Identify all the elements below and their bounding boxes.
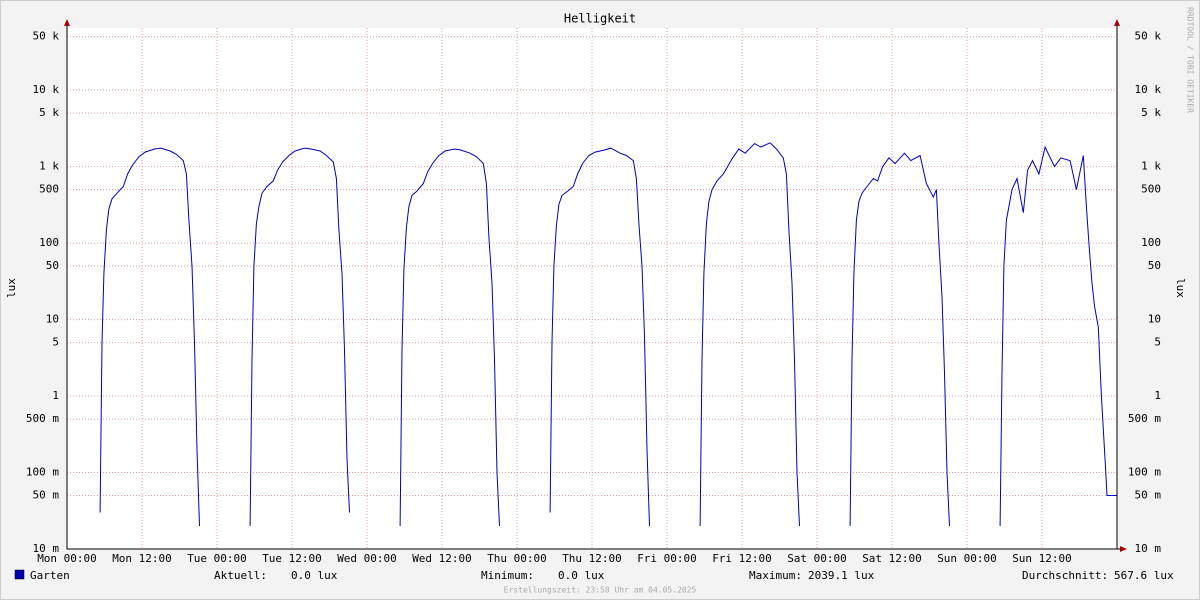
chart-title: Helligkeit bbox=[564, 12, 636, 26]
y-axis-label-right: lux bbox=[1174, 278, 1187, 298]
watermark: RRDTOOL / TOBI OETIKER bbox=[1186, 7, 1195, 113]
y-tick-label-right: 10 k bbox=[1135, 83, 1162, 96]
y-tick-label: 100 bbox=[39, 236, 59, 249]
x-tick-label: Sat 00:00 bbox=[787, 552, 847, 565]
legend-swatch bbox=[14, 569, 25, 580]
x-tick-label: Thu 00:00 bbox=[487, 552, 547, 565]
y-tick-label: 50 k bbox=[33, 30, 60, 43]
y-tick-label: 10 m bbox=[33, 542, 60, 555]
x-tick-label: Thu 12:00 bbox=[562, 552, 622, 565]
y-tick-label-right: 50 bbox=[1148, 259, 1161, 272]
y-tick-label: 50 m bbox=[33, 489, 60, 502]
y-tick-label: 5 bbox=[52, 336, 59, 349]
x-tick-label: Sun 00:00 bbox=[937, 552, 997, 565]
y-tick-label: 10 k bbox=[33, 83, 60, 96]
legend-label: Garten bbox=[30, 569, 70, 582]
y-tick-label-right: 10 bbox=[1148, 313, 1161, 326]
stat-value: 2039.1 lux bbox=[808, 569, 875, 582]
x-tick-label: Fri 12:00 bbox=[712, 552, 772, 565]
y-tick-label-right: 5 k bbox=[1141, 106, 1161, 119]
stat-value: 0.0 lux bbox=[558, 569, 605, 582]
y-axis-label: lux bbox=[5, 278, 18, 298]
y-tick-label: 10 bbox=[46, 313, 59, 326]
stat-label: Aktuell: bbox=[214, 569, 267, 582]
y-tick-label-right: 5 bbox=[1154, 336, 1161, 349]
stat-label: Durchschnitt: bbox=[1022, 569, 1108, 582]
stat-value: 567.6 lux bbox=[1114, 569, 1174, 582]
y-tick-label: 500 bbox=[39, 183, 59, 196]
x-tick-label: Fri 00:00 bbox=[637, 552, 697, 565]
y-tick-label: 1 bbox=[52, 389, 59, 402]
x-tick-label: Mon 12:00 bbox=[112, 552, 172, 565]
x-tick-label: Sun 12:00 bbox=[1012, 552, 1072, 565]
y-tick-label-right: 100 bbox=[1141, 236, 1161, 249]
marks bbox=[99, 142, 1117, 527]
y-tick-label: 5 k bbox=[39, 106, 59, 119]
x-tick-label: Wed 12:00 bbox=[412, 552, 472, 565]
y-tick-label-right: 50 k bbox=[1135, 30, 1162, 43]
axis-arrow bbox=[64, 19, 70, 26]
x-tick-label: Tue 12:00 bbox=[262, 552, 322, 565]
y-tick-label-right: 100 m bbox=[1128, 466, 1161, 479]
grid bbox=[66, 28, 1117, 550]
y-tick-label: 100 m bbox=[26, 466, 59, 479]
y-tick-label: 1 k bbox=[39, 160, 59, 173]
stat-label: Maximum: bbox=[749, 569, 802, 582]
footer: Erstellungszeit: 23:58 Uhr am 04.05.2025 bbox=[504, 586, 697, 595]
y-tick-label-right: 50 m bbox=[1135, 489, 1162, 502]
y-tick-label-right: 10 m bbox=[1135, 542, 1162, 555]
stat-value: 0.0 lux bbox=[291, 569, 338, 582]
stat-label: Minimum: bbox=[481, 569, 534, 582]
y-tick-label-right: 1 bbox=[1154, 389, 1161, 402]
data-line bbox=[99, 142, 1117, 527]
axis-arrow bbox=[1114, 19, 1120, 26]
y-tick-label: 50 bbox=[46, 259, 59, 272]
x-tick-label: Mon 00:00 bbox=[37, 552, 97, 565]
x-tick-label: Sat 12:00 bbox=[862, 552, 922, 565]
y-tick-label: 500 m bbox=[26, 412, 59, 425]
y-tick-label-right: 500 bbox=[1141, 183, 1161, 196]
x-tick-label: Wed 00:00 bbox=[337, 552, 397, 565]
x-tick-label: Tue 00:00 bbox=[187, 552, 247, 565]
axis-arrow bbox=[1120, 546, 1127, 552]
y-tick-label-right: 1 k bbox=[1141, 160, 1161, 173]
y-tick-label-right: 500 m bbox=[1128, 412, 1161, 425]
